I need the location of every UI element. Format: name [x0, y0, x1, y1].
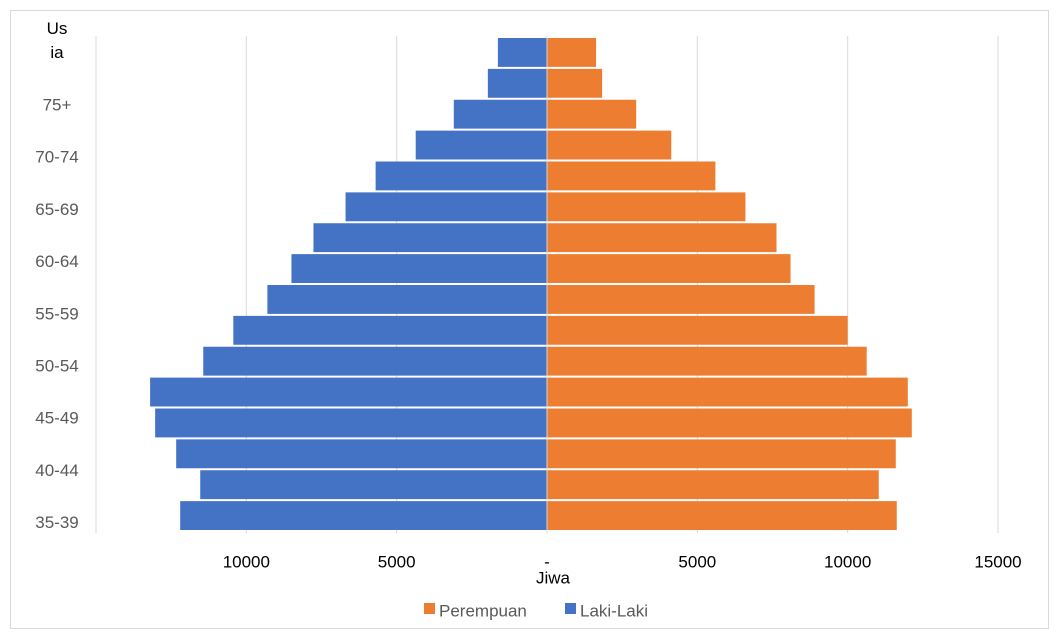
bar	[547, 254, 791, 283]
bar	[345, 192, 547, 222]
y-tick-label: 70-74	[35, 148, 78, 167]
bar	[150, 377, 547, 407]
bar	[547, 161, 716, 191]
bar	[453, 99, 547, 129]
x-tick-label: 5000	[678, 552, 716, 571]
legend-label: Laki-Laki	[580, 601, 648, 620]
bar	[547, 377, 908, 407]
y-tick-label: 65-69	[35, 200, 78, 219]
chart-border	[10, 10, 1049, 629]
y-tick-label: 45-49	[35, 409, 78, 428]
bar	[180, 501, 548, 530]
bar	[547, 223, 777, 253]
bar	[547, 346, 867, 376]
y-tick-label: 75+	[43, 95, 72, 114]
bar	[547, 192, 746, 222]
bar	[547, 501, 897, 530]
bar	[267, 285, 547, 314]
x-tick-label: 10000	[223, 552, 270, 571]
bar	[547, 130, 672, 160]
bar	[547, 68, 603, 98]
y-tick-label: 40-44	[35, 461, 78, 480]
x-tick-label: 10000	[824, 552, 871, 571]
y-tick-label: 50-54	[35, 356, 78, 375]
x-tick-label: 15000	[974, 552, 1021, 571]
legend-swatch	[565, 603, 576, 614]
bar	[547, 285, 815, 314]
bar	[203, 346, 547, 376]
bar	[547, 439, 896, 469]
x-axis-title: Jiwa	[536, 568, 571, 587]
bar	[233, 315, 548, 345]
bar	[176, 439, 547, 469]
bar	[487, 68, 547, 98]
bar	[291, 254, 547, 283]
bar	[547, 99, 637, 129]
bar	[547, 315, 848, 345]
y-tick-label: 55-59	[35, 304, 78, 323]
bar	[497, 38, 547, 67]
bar	[547, 470, 879, 500]
bar	[200, 470, 547, 500]
y-tick-label: 60-64	[35, 252, 78, 271]
bar	[313, 223, 547, 253]
bar	[375, 161, 547, 191]
y-axis-title: Usia	[46, 19, 68, 62]
bar	[547, 38, 597, 67]
bar	[415, 130, 547, 160]
bar	[547, 408, 912, 438]
y-tick-label: 30-34	[35, 565, 78, 584]
legend-swatch	[424, 603, 435, 614]
bar	[155, 408, 548, 438]
x-tick-label: -	[544, 552, 550, 571]
x-tick-label: 5000	[378, 552, 416, 571]
legend-label: Perempuan	[439, 601, 527, 620]
y-tick-label: 35-39	[35, 513, 78, 532]
